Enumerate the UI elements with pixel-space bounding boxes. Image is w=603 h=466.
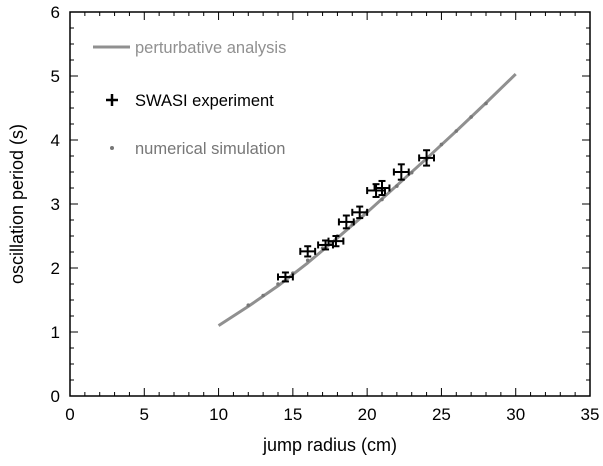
x-tick-label: 20 [358,405,377,424]
y-tick-label: 6 [51,3,60,22]
simulation-point [380,197,384,202]
simulation-point [484,101,488,106]
x-axis-title: jump radius (cm) [262,435,397,455]
x-tick-label: 0 [65,405,74,424]
y-axis-ticks: 0 1 2 3 4 5 6 [51,3,590,406]
x-tick-label: 30 [506,405,525,424]
y-tick-label: 1 [51,323,60,342]
legend-marker-swasi [106,94,118,106]
experiment-point [277,271,294,283]
x-tick-label: 15 [283,405,302,424]
simulation-point [276,282,280,286]
x-tick-label: 25 [432,405,451,424]
x-axis-ticks: 0 5 10 15 20 25 30 35 [65,12,599,424]
legend-marker-numerical [110,146,114,150]
simulation-point [246,303,251,307]
experiment-point [392,163,410,181]
legend-label-numerical: numerical simulation [135,140,285,158]
series-layer [217,73,517,327]
experiment-point [418,149,435,167]
simulation-point [439,142,444,147]
x-tick-label: 5 [140,405,149,424]
y-tick-label: 2 [51,259,60,278]
y-tick-label: 3 [51,195,60,214]
y-axis-title: oscillation period (s) [7,124,27,284]
y-tick-label: 5 [51,67,60,86]
simulation-point [409,170,414,175]
simulation-point [305,258,310,263]
experiment-point [337,214,355,230]
series-line-perturbative [217,73,517,327]
simulation-point [454,129,459,133]
legend-label-perturbative: perturbative analysis [135,39,286,57]
legend: perturbative analysis SWASI experiment n… [93,39,286,158]
plot-frame [69,11,591,397]
experiment-point [327,235,345,248]
simulation-point [395,184,399,188]
experiment-point [373,179,391,197]
x-tick-label: 35 [581,405,600,424]
legend-label-swasi: SWASI experiment [135,92,274,110]
experiment-point [299,245,317,258]
experiment-point [351,205,369,220]
simulation-point [261,293,265,298]
experiment-point [317,239,334,251]
x-tick-label: 10 [209,405,228,424]
y-tick-label: 4 [51,131,60,150]
simulation-point [469,115,473,119]
y-tick-label: 0 [51,387,60,406]
